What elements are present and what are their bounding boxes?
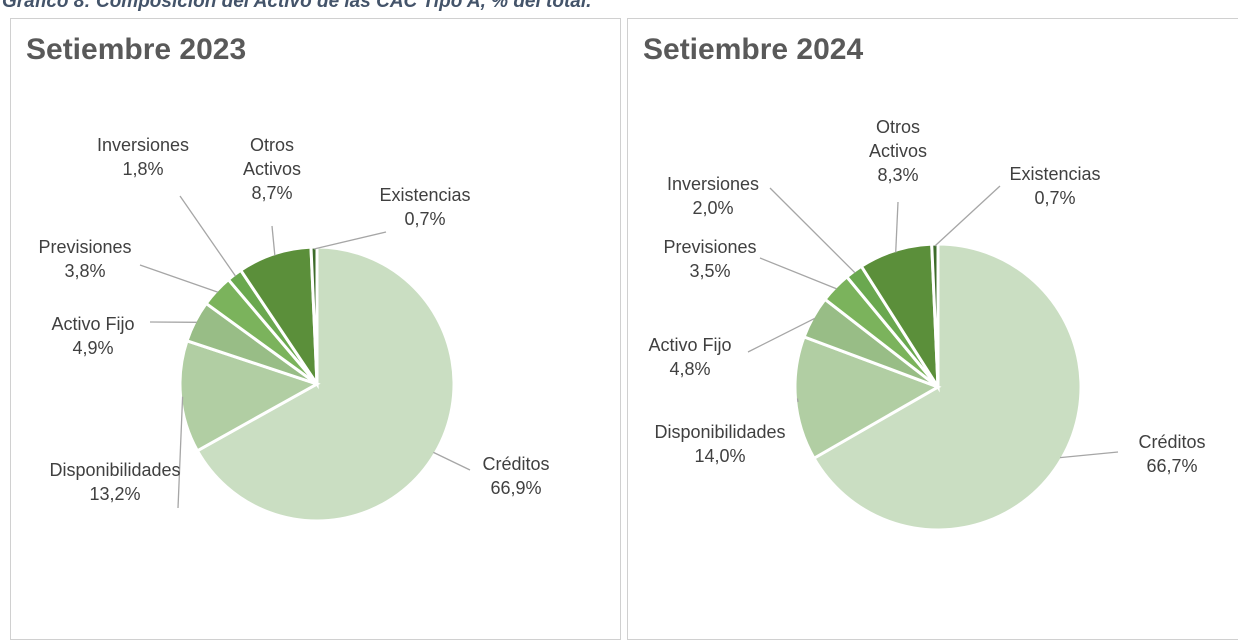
category-label: Otros Activos — [232, 133, 312, 181]
category-label: Activo Fijo — [590, 333, 790, 357]
value-label: 14,0% — [620, 444, 820, 468]
value-label: 4,8% — [590, 357, 790, 381]
category-label: Otros Activos — [858, 115, 938, 163]
category-label: Disponibilidades — [620, 420, 820, 444]
value-label: 8,7% — [232, 181, 312, 205]
value-label: 13,2% — [15, 482, 215, 506]
value-label: 0,7% — [325, 207, 525, 231]
value-label: 4,9% — [0, 336, 193, 360]
leader-line — [797, 399, 798, 402]
category-label: Créditos — [1072, 430, 1238, 454]
category-label: Inversiones — [43, 133, 243, 157]
leader-line — [272, 226, 275, 256]
page: Gráfico 8: Composición del Activo de las… — [0, 0, 1238, 624]
value-label: 1,8% — [43, 157, 243, 181]
value-label: 66,9% — [416, 476, 616, 500]
category-label: Activo Fijo — [0, 312, 193, 336]
category-label: Disponibilidades — [15, 458, 215, 482]
leader-line — [180, 196, 236, 276]
value-label: 0,7% — [955, 186, 1155, 210]
value-label: 8,3% — [858, 163, 938, 187]
category-label: Previsiones — [0, 235, 185, 259]
value-label: 2,0% — [613, 196, 813, 220]
category-label: Existencias — [955, 162, 1155, 186]
leader-line — [314, 232, 386, 249]
value-label: 3,8% — [0, 259, 185, 283]
category-label: Créditos — [416, 452, 616, 476]
value-label: 66,7% — [1072, 454, 1238, 478]
leader-line — [896, 202, 898, 252]
value-label: 3,5% — [610, 259, 810, 283]
category-label: Previsiones — [610, 235, 810, 259]
category-label: Existencias — [325, 183, 525, 207]
category-label: Inversiones — [613, 172, 813, 196]
